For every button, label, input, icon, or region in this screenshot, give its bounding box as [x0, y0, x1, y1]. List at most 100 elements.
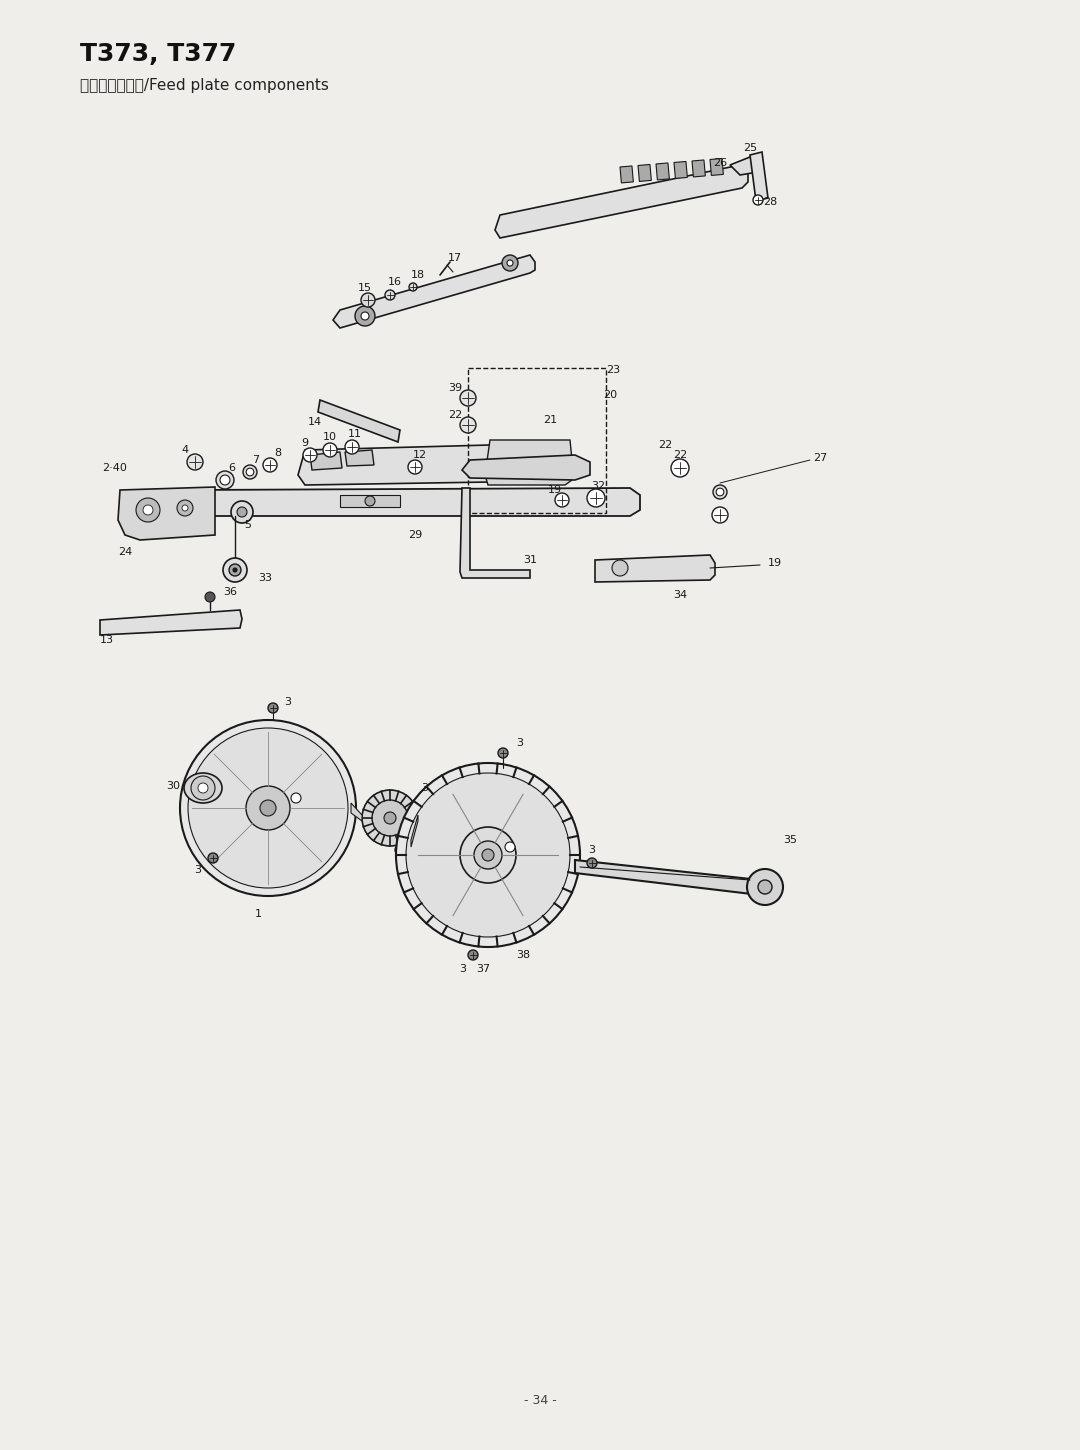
Polygon shape [595, 555, 715, 581]
Circle shape [460, 390, 476, 406]
Text: 33: 33 [258, 573, 272, 583]
Circle shape [345, 439, 359, 454]
Circle shape [409, 283, 417, 291]
Circle shape [384, 812, 396, 824]
Polygon shape [310, 452, 342, 470]
Circle shape [233, 568, 237, 571]
Circle shape [136, 497, 160, 522]
Circle shape [468, 950, 478, 960]
Circle shape [474, 841, 502, 869]
Text: 3: 3 [284, 697, 292, 708]
Polygon shape [411, 815, 418, 847]
Text: T373, T377: T373, T377 [80, 42, 237, 67]
Text: 12: 12 [413, 450, 427, 460]
Text: 23: 23 [606, 365, 620, 376]
Bar [674, 161, 687, 178]
Text: 36: 36 [222, 587, 237, 597]
Circle shape [372, 800, 408, 837]
Circle shape [384, 290, 395, 300]
Circle shape [460, 418, 476, 434]
Text: 18: 18 [410, 270, 426, 280]
Circle shape [355, 306, 375, 326]
Circle shape [612, 560, 627, 576]
Text: 28: 28 [762, 197, 778, 207]
Circle shape [323, 444, 337, 457]
Circle shape [505, 842, 515, 853]
Circle shape [180, 721, 356, 896]
Text: 10: 10 [323, 432, 337, 442]
Polygon shape [575, 860, 762, 895]
Circle shape [191, 776, 215, 800]
Text: 17: 17 [448, 252, 462, 262]
Circle shape [260, 800, 276, 816]
Text: 31: 31 [523, 555, 537, 566]
Circle shape [208, 853, 218, 863]
Text: 2·40: 2·40 [103, 463, 127, 473]
Polygon shape [750, 152, 768, 202]
Text: 22: 22 [673, 450, 687, 460]
Polygon shape [460, 489, 530, 579]
Polygon shape [318, 400, 400, 442]
Polygon shape [485, 439, 572, 484]
Text: 19: 19 [768, 558, 782, 568]
Polygon shape [333, 255, 535, 328]
Text: 38: 38 [516, 950, 530, 960]
Text: 8: 8 [274, 448, 282, 458]
Text: 25: 25 [743, 144, 757, 154]
Bar [638, 164, 651, 181]
Circle shape [237, 507, 247, 518]
Text: 22: 22 [658, 439, 672, 450]
Text: 26: 26 [713, 158, 727, 168]
Circle shape [747, 869, 783, 905]
Polygon shape [462, 455, 590, 480]
Text: 6: 6 [229, 463, 235, 473]
Text: 30: 30 [166, 782, 180, 792]
Circle shape [246, 786, 291, 829]
Polygon shape [495, 165, 748, 238]
Text: 13: 13 [100, 635, 114, 645]
Text: 32: 32 [591, 481, 605, 492]
Text: 15: 15 [357, 283, 372, 293]
Circle shape [143, 505, 153, 515]
Text: 22: 22 [448, 410, 462, 420]
Circle shape [408, 460, 422, 474]
Circle shape [753, 194, 762, 204]
Polygon shape [100, 610, 242, 635]
Circle shape [507, 260, 513, 265]
Circle shape [229, 564, 241, 576]
Circle shape [216, 471, 234, 489]
Circle shape [502, 255, 518, 271]
Circle shape [396, 763, 580, 947]
Polygon shape [118, 487, 215, 539]
Polygon shape [298, 445, 495, 484]
Circle shape [361, 312, 369, 320]
Circle shape [243, 465, 257, 478]
Bar [340, 494, 400, 508]
Circle shape [758, 880, 772, 895]
Circle shape [183, 505, 188, 510]
Circle shape [198, 783, 208, 793]
Text: 5: 5 [244, 521, 252, 531]
Circle shape [188, 728, 348, 887]
Text: 21: 21 [543, 415, 557, 425]
Text: 37: 37 [476, 964, 490, 974]
Circle shape [264, 458, 276, 473]
Text: 7: 7 [253, 455, 259, 465]
Text: 19: 19 [548, 484, 562, 494]
Bar [468, 368, 606, 513]
Circle shape [246, 468, 254, 476]
Circle shape [303, 448, 318, 463]
Circle shape [713, 484, 727, 499]
Circle shape [361, 293, 375, 307]
Circle shape [268, 703, 278, 713]
Text: 16: 16 [388, 277, 402, 287]
Bar [620, 165, 633, 183]
Circle shape [205, 592, 215, 602]
Text: - 34 -: - 34 - [524, 1393, 556, 1406]
Text: 3: 3 [589, 845, 595, 855]
Text: 3: 3 [516, 738, 524, 748]
Text: 20: 20 [603, 390, 617, 400]
Circle shape [395, 845, 405, 855]
Text: 4: 4 [181, 445, 189, 455]
Circle shape [555, 493, 569, 508]
